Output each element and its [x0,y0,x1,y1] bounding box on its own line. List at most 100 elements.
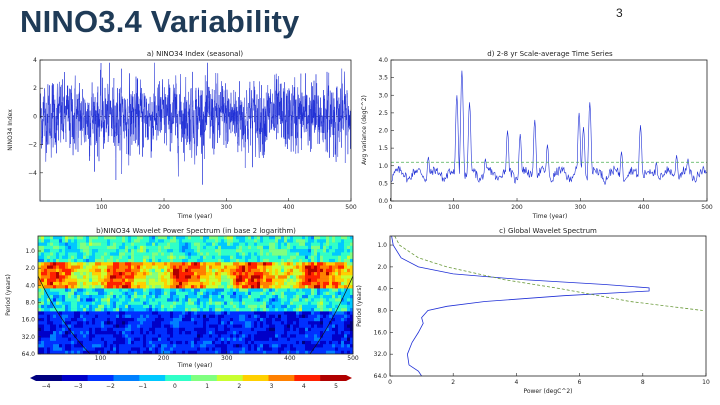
panel-b-cell [89,262,93,266]
panel-b-cell [101,321,105,325]
panel-b-cell [335,301,339,306]
panel-b-cell [161,242,165,247]
panel-b-cell [140,308,144,312]
panel-b-cell [44,321,48,325]
panel-b-cell [323,298,327,302]
panel-b-cell [224,340,228,345]
panel-b-cell [218,278,222,283]
panel-b-cell [41,327,45,332]
panel-b-cell [248,350,252,354]
panel-b-cell [203,347,207,352]
panel-b-cell [143,262,147,266]
panel-b-cell [182,298,186,302]
panel-b-cell [302,304,306,309]
panel-b-cell [77,344,81,348]
panel-b-cell [161,317,165,322]
panel-b-cell [110,340,114,345]
panel-b-cell [308,236,312,240]
panel-b-cell [344,272,348,276]
panel-b-cell [110,308,114,312]
panel-b-cell [101,337,105,342]
panel-b-cell [149,350,153,354]
panel-b-cell [251,242,255,247]
panel-b-cell [221,239,225,243]
panel-b-cell [161,324,165,329]
panel-b-cell [113,321,117,325]
panel-b-xtick-label: 200 [158,355,170,362]
panel-b-cell [152,344,156,348]
panel-b-cell [221,334,225,338]
panel-b-cell [95,242,99,247]
panel-b-cell [290,262,294,266]
panel-b-cell [59,249,63,253]
panel-b-cell [350,331,353,335]
panel-b-cell [233,350,237,354]
panel-b-cell [194,275,198,279]
panel-b-cell [140,350,144,354]
panel-b-cell [242,281,246,286]
panel-b-cell [308,275,312,279]
panel-d-frame [390,59,708,202]
panel-b-cell [197,252,201,256]
panel-b-cell [236,324,240,329]
panel-b-cell [233,340,237,345]
panel-b-cell [284,340,288,345]
panel-b-cell [266,331,270,335]
panel-b-cell [212,311,216,315]
panel-b-cell [338,347,342,352]
panel-b-cell [95,314,99,319]
panel-b-cell [164,337,168,342]
panel-b-cell [92,258,96,263]
panel-b-cell [53,249,57,253]
panel-b-cell [152,252,156,256]
panel-b-cell [287,285,291,289]
panel-b-cell [239,321,243,325]
panel-b-cell [263,327,267,332]
panel-b-cell [83,295,87,299]
panel-b-cell [47,340,51,345]
panel-b-cell [248,321,252,325]
panel-b-cell [218,242,222,247]
panel-b-cell [278,311,282,315]
panel-b-cell [83,242,87,247]
panel-b-cell [71,239,75,243]
panel-b-cell [122,275,126,279]
panel-b-cell [308,301,312,306]
panel-b-cell [299,301,303,306]
panel-b-cell [71,327,75,332]
panel-b-cell [302,281,306,286]
panel-b-cell [134,272,138,276]
panel-b-cell [74,311,78,315]
panel-b-cell [86,314,90,319]
panel-b-cell [62,324,66,329]
panel-b-cell [62,311,66,315]
panel-b-cell [182,304,186,309]
panel-b-cell [77,281,81,286]
panel-b-cell [71,298,75,302]
panel-b-cell [320,340,324,345]
panel-b-cell [170,258,174,263]
panel-b-cell [146,236,150,240]
panel-b-cell [290,308,294,312]
panel-b-cell [116,308,120,312]
panel-b-cell [215,295,219,299]
panel-b-cell [260,249,264,253]
panel-b-cell [146,308,150,312]
panel-b-cell [206,265,210,270]
panel-b-cell [59,295,63,299]
panel-b-cell [182,265,186,270]
panel-b-cell [245,340,249,345]
panel-b-cell [278,344,282,348]
panel-b-cell [302,255,306,260]
panel-b-cell [110,255,114,260]
panel-b-cell [101,265,105,270]
panel-b-cell [206,281,210,286]
panel-b-cell [158,311,162,315]
panel-b-cell [323,285,327,289]
panel-b-cell [107,285,111,289]
panel-b-cell [200,317,204,322]
panel-b-cell [71,288,75,293]
panel-b-cell [215,298,219,302]
panel-b-cell [107,278,111,283]
panel-b-cell [119,252,123,256]
